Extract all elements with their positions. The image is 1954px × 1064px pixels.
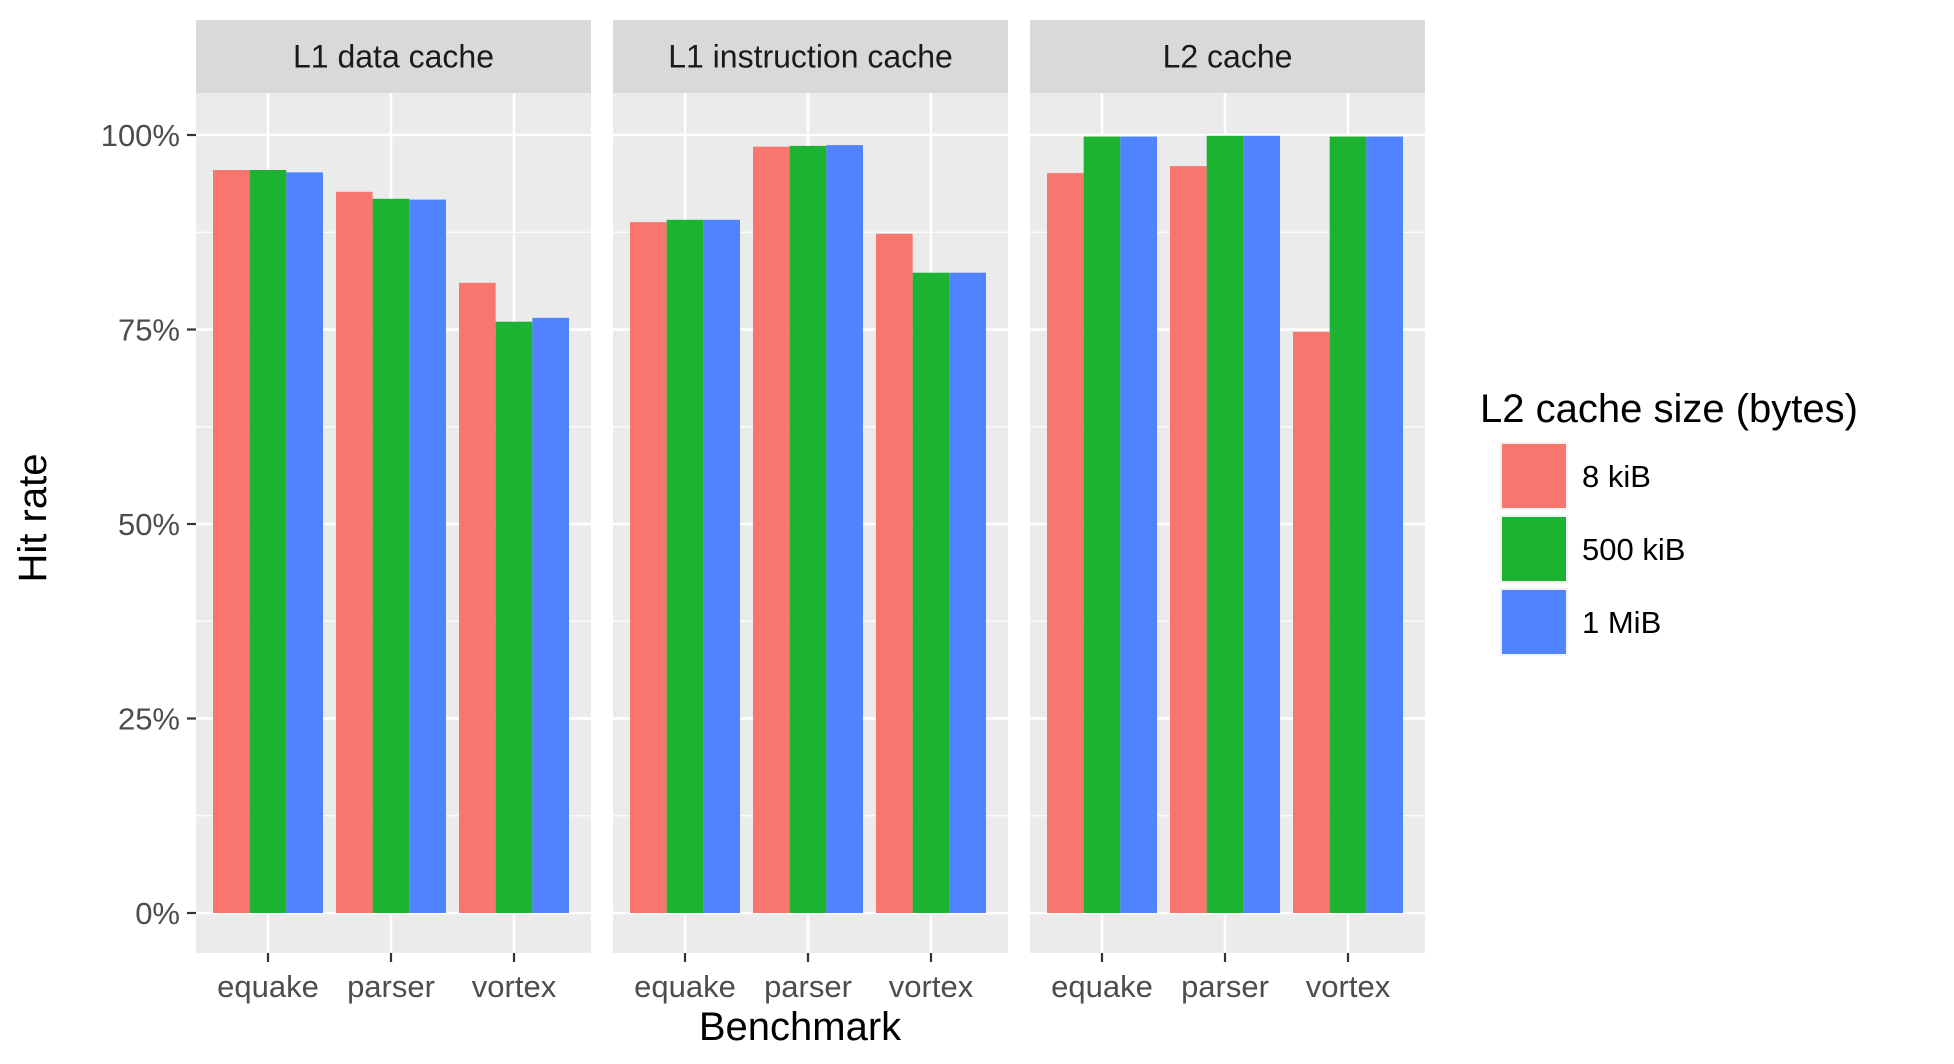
y-axis-title: Hit rate [11,454,55,583]
bar-8-kib [213,170,250,913]
x-tick-label: vortex [1306,969,1391,1004]
bar-500-kib [1083,136,1121,913]
legend-label: 1 MiB [1582,605,1661,640]
x-tick-label: vortex [889,969,974,1004]
bar-8-kib [753,146,790,914]
facet-strip [1030,20,1425,93]
bar-1-mib [826,145,863,913]
facet-strip-label: L1 instruction cache [668,39,953,75]
legend-title: L2 cache size (bytes) [1480,387,1858,431]
bar-500-kib [789,145,827,914]
y-tick-label: 50% [118,507,180,542]
legend: L2 cache size (bytes) 8 kiB 500 kiB 1 MiB [1480,387,1858,656]
x-tick-label: parser [347,969,435,1004]
bar-1-mib [409,199,446,914]
x-tick-label: parser [1181,969,1269,1004]
bar-8-kib [1170,166,1207,913]
bar-500-kib [372,198,410,913]
bar-1-mib [1243,135,1280,913]
facet-panel: L1 instruction cache equake parser vortex [613,20,1008,1004]
bar-1-mib [949,272,986,913]
y-tick-label: 100% [101,118,180,153]
facet-strip-label: L1 data cache [293,39,494,75]
facet-strip [613,20,1008,93]
x-tick-label: equake [217,969,319,1004]
facet-strip [196,20,591,93]
facet-panel: L2 cache equake parser vortex [1030,20,1425,1004]
y-tick-label: 0% [135,896,180,931]
y-axis: 0% 25% 50% 75% 100% [101,118,196,931]
bar-8-kib [876,233,913,913]
bar-8-kib [1293,331,1330,914]
x-tick-label: parser [764,969,852,1004]
legend-item: 1 MiB [1500,588,1661,656]
bar-500-kib [1206,135,1244,913]
bar-8-kib [1047,173,1084,913]
bar-500-kib [495,321,533,914]
x-tick-label: vortex [472,969,557,1004]
legend-item: 500 kiB [1500,515,1685,583]
bar-500-kib [249,170,287,913]
x-axis-title: Benchmark [699,1005,902,1049]
y-tick-label: 25% [118,702,180,737]
y-tick-label: 75% [118,313,180,348]
x-tick-label: equake [634,969,736,1004]
legend-label: 500 kiB [1582,532,1685,567]
legend-item: 8 kiB [1500,442,1651,510]
bar-500-kib [912,272,950,913]
legend-key-swatch [1502,517,1566,581]
bar-500-kib [666,219,704,913]
bar-1-mib [286,172,323,913]
bar-1-mib [1366,136,1403,913]
bar-1-mib [703,219,740,913]
legend-key-swatch [1502,590,1566,654]
legend-keys: 8 kiB 500 kiB 1 MiB [1500,442,1685,656]
legend-key-swatch [1502,444,1566,508]
bar-8-kib [630,222,667,914]
facet-strip-label: L2 cache [1163,39,1293,75]
facet-panel: L1 data cache equake parser vortex [196,20,591,1004]
x-tick-label: equake [1051,969,1153,1004]
bar-1-mib [1120,136,1157,913]
legend-label: 8 kiB [1582,459,1651,494]
bar-8-kib [336,191,373,913]
bar-1-mib [532,317,569,914]
bar-500-kib [1329,136,1367,913]
bar-8-kib [459,282,496,913]
